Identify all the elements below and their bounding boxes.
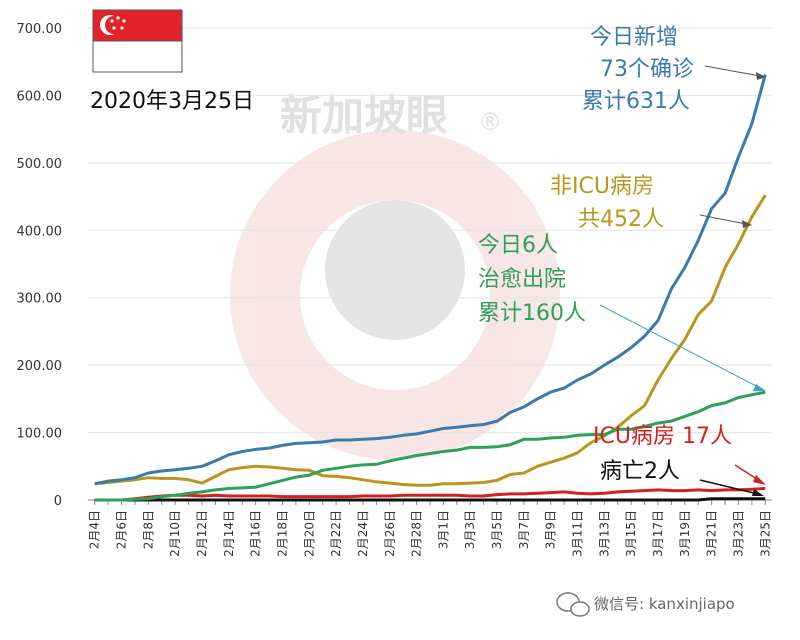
watermark: 新加坡眼 ® xyxy=(230,91,560,460)
annotation-recovered: 今日6人 治愈出院 累计160人 xyxy=(478,233,766,391)
flag-border xyxy=(92,9,183,73)
annotation-non-icu-line2: 共452人 xyxy=(578,207,664,232)
flag-stars xyxy=(110,16,126,30)
y-tick-label: 400.00 xyxy=(17,224,63,239)
annotation-recovered-line1: 今日6人 xyxy=(478,233,558,258)
x-tick-label: 2月24日 xyxy=(356,510,370,557)
series-lines xyxy=(94,74,767,502)
x-tick-label: 2月26日 xyxy=(383,510,397,557)
x-tick-label: 2月22日 xyxy=(329,510,343,557)
watermark-globe xyxy=(325,200,465,340)
date-label: 2020年3月25日 xyxy=(90,89,254,114)
annotation-recovered-line2: 治愈出院 xyxy=(478,267,566,292)
y-tick-label: 300.00 xyxy=(17,292,63,307)
credit-text: 微信号: kanxinjiapo xyxy=(594,595,735,613)
x-tick-label: 3月21日 xyxy=(705,510,719,557)
annotation-deaths-line1: 病亡2人 xyxy=(600,459,680,484)
x-tick-label: 3月11日 xyxy=(571,510,585,557)
y-tick-label: 500.00 xyxy=(17,157,63,172)
annotation-non-icu-line1: 非ICU病房 xyxy=(550,174,654,199)
x-tick-label: 3月23日 xyxy=(731,510,745,557)
series-line-non-icu xyxy=(94,194,767,487)
flag-white-band xyxy=(92,40,183,73)
x-axis-ticks: 2月4日 2月6日 2月8日 2月10日 2月12日 2月14日 2月16日 2月18日 2月2… xyxy=(88,500,772,557)
x-tick-label: 2月28日 xyxy=(410,510,424,557)
annotation-confirmed-line3: 累计631人 xyxy=(582,89,690,114)
annotation-confirmed-arrow xyxy=(704,65,761,77)
x-tick-label: 2月8日 xyxy=(141,510,155,549)
annotation-recovered-arrowhead xyxy=(753,384,766,391)
x-tick-label: 2月10日 xyxy=(168,510,182,557)
series-line-confirmed xyxy=(94,74,767,486)
x-tick-label: 3月1日 xyxy=(436,510,450,549)
wechat-icon xyxy=(556,592,590,617)
y-tick-label: 0 xyxy=(54,494,62,509)
series-line-deaths xyxy=(94,497,766,502)
annotation-confirmed-line1: 今日新增 xyxy=(590,25,678,50)
x-tick-label: 2月18日 xyxy=(275,510,289,557)
annotation-deaths-arrowhead xyxy=(752,489,764,496)
y-axis-ticks: 0 100.00 200.00 300.00 400.00 500.00 600.00 700… xyxy=(17,22,63,509)
annotation-confirmed-arrowhead xyxy=(756,72,766,80)
singapore-flag-icon xyxy=(92,9,183,73)
y-tick-label: 700.00 xyxy=(17,22,63,37)
x-tick-label: 2月20日 xyxy=(302,510,316,557)
y-tick-label: 100.00 xyxy=(17,427,63,442)
annotation-confirmed: 今日新增 73个确诊 累计631人 xyxy=(582,25,766,114)
y-tick-label: 600.00 xyxy=(17,89,63,104)
x-tick-label: 3月19日 xyxy=(678,510,692,557)
annotation-non-icu-arrow xyxy=(699,214,747,225)
x-tick-label: 2月6日 xyxy=(115,510,129,549)
annotation-icu-arrowhead xyxy=(753,475,766,485)
series-line-icu xyxy=(94,487,766,502)
annotation-icu: ICU病房 17人 xyxy=(593,424,766,485)
x-tick-label: 3月13日 xyxy=(597,510,611,557)
watermark-text: 新加坡眼 xyxy=(280,91,448,140)
series-line-recovered xyxy=(94,390,766,502)
x-tick-label: 3月7日 xyxy=(517,510,531,549)
x-tick-label: 3月25日 xyxy=(758,510,772,557)
watermark-registered-mark: ® xyxy=(478,108,502,136)
x-tick-label: 2月12日 xyxy=(195,510,209,557)
annotation-recovered-arrow xyxy=(599,304,761,389)
y-tick-label: 200.00 xyxy=(17,359,63,374)
annotation-confirmed-line2: 73个确诊 xyxy=(600,57,694,82)
x-tick-label: 3月9日 xyxy=(544,510,558,549)
x-tick-label: 3月5日 xyxy=(490,510,504,549)
annotation-deaths-arrow xyxy=(699,479,759,495)
x-tick-label: 2月4日 xyxy=(88,510,102,549)
x-tick-label: 2月16日 xyxy=(249,510,263,557)
wechat-credit: 微信号: kanxinjiapo xyxy=(556,592,735,617)
annotation-deaths: 病亡2人 xyxy=(600,459,764,496)
x-tick-label: 3月17日 xyxy=(651,510,665,557)
x-tick-label: 3月3日 xyxy=(463,510,477,549)
annotation-recovered-line3: 累计160人 xyxy=(478,301,586,326)
flag-crescent-inner xyxy=(105,16,123,34)
annotation-non-icu-arrowhead xyxy=(742,220,752,228)
annotation-non-icu: 非ICU病房 共452人 xyxy=(550,174,752,232)
annotation-icu-line1: ICU病房 17人 xyxy=(593,424,732,449)
x-tick-label: 2月14日 xyxy=(222,510,236,557)
x-tick-label: 3月15日 xyxy=(624,510,638,557)
